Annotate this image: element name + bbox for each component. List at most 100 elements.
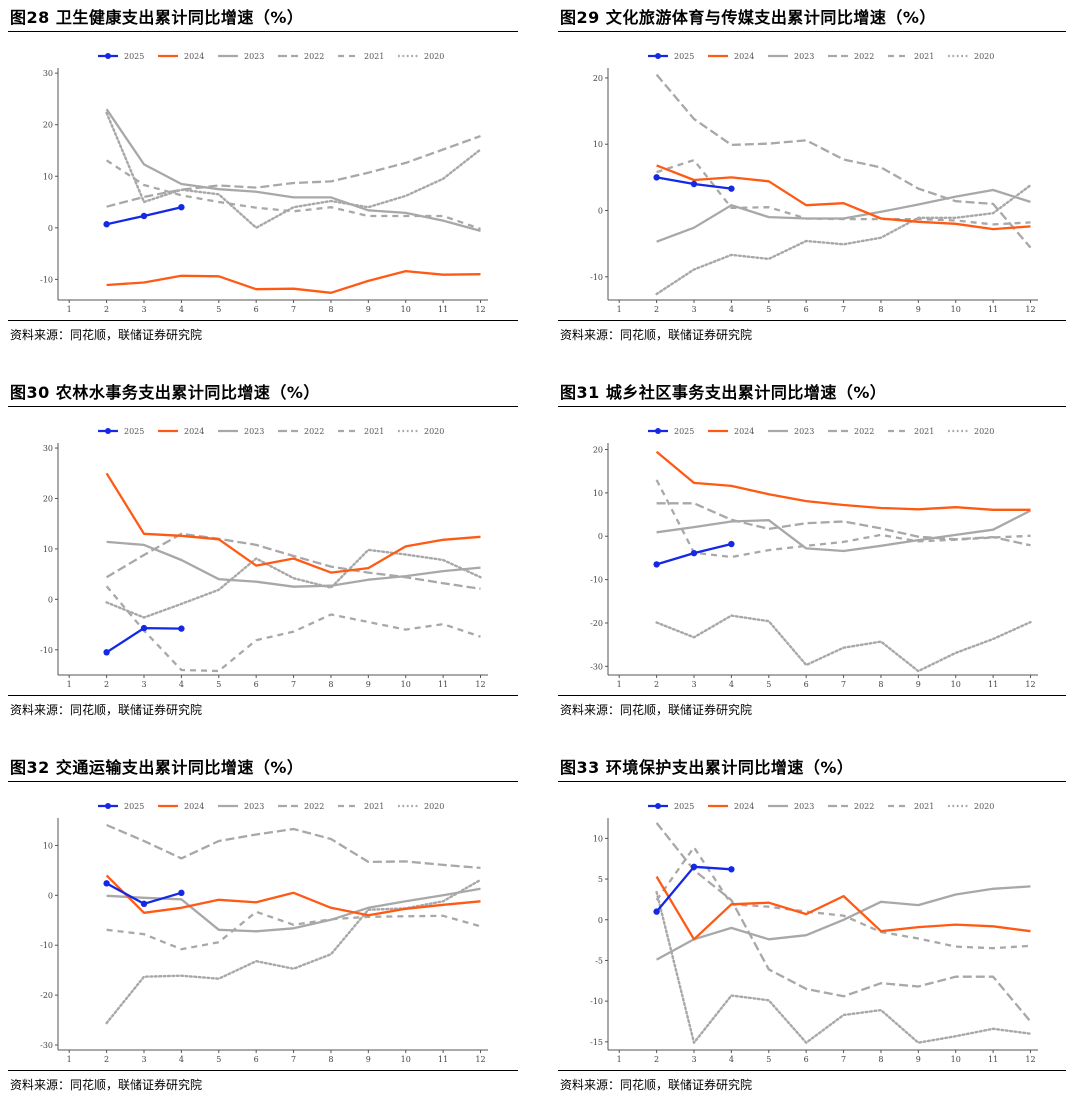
source-divider: [8, 695, 518, 696]
data-point-2025: [103, 221, 110, 228]
legend-item-2024: 2024: [158, 52, 204, 61]
source-note: 资料来源：同花顺，联储证券研究院: [560, 1078, 753, 1092]
legend-label: 2025: [674, 52, 694, 61]
x-tick-label: 5: [766, 305, 771, 314]
y-tick-label: 10: [43, 545, 53, 554]
legend-item-2022: 2022: [828, 427, 874, 436]
legend-label: 2021: [364, 427, 384, 436]
legend-label: 2020: [974, 427, 994, 436]
series-line-2021: [655, 846, 1031, 950]
legend-item-2025: 2025: [648, 802, 694, 811]
x-tick-label: 6: [804, 680, 809, 689]
legend-item-2023: 2023: [768, 802, 814, 811]
x-tick-label: 1: [617, 680, 622, 689]
source-note: 资料来源：同花顺，联储证券研究院: [10, 703, 203, 717]
x-tick-label: 10: [401, 680, 411, 689]
legend-label: 2024: [184, 427, 204, 436]
x-tick-label: 12: [1025, 1055, 1035, 1064]
data-point-2025: [690, 863, 698, 871]
legend-label: 2020: [424, 802, 444, 811]
x-tick-label: 9: [916, 1055, 921, 1064]
legend-item-2020: 2020: [948, 802, 994, 811]
legend-label: 2022: [304, 427, 324, 436]
y-tick-label: 0: [598, 532, 603, 541]
legend-item-2021: 2021: [338, 802, 384, 811]
title-divider: [558, 406, 1066, 407]
x-tick-label: 10: [951, 680, 961, 689]
data-point-2025: [178, 625, 185, 632]
y-tick-label: 20: [43, 121, 53, 130]
data-point-2025: [140, 900, 148, 908]
x-tick-label: 3: [691, 680, 696, 689]
x-tick-label: 8: [328, 680, 333, 689]
series-line-2021: [105, 159, 481, 230]
x-tick-label: 3: [141, 1055, 146, 1064]
y-tick-label: 0: [48, 224, 53, 233]
y-tick-label: -10: [40, 941, 53, 950]
x-tick-label: 7: [291, 680, 296, 689]
x-tick-label: 2: [654, 680, 659, 689]
x-tick-label: 10: [951, 1055, 961, 1064]
y-tick-label: 20: [43, 494, 53, 503]
series-line-2022: [655, 73, 1032, 249]
x-tick-label: 5: [766, 1055, 771, 1064]
data-point-2025: [140, 212, 148, 220]
legend: 2025 2024 2023 2022 2021 2020: [648, 52, 994, 61]
y-tick-label: 0: [598, 916, 603, 925]
chart-title: 图31 城乡社区事务支出累计同比增速（%）: [560, 383, 887, 402]
x-tick-label: 6: [254, 680, 259, 689]
x-tick-label: 3: [691, 305, 696, 314]
series-line-2020: [655, 184, 1032, 296]
series-line-2023: [656, 188, 1031, 243]
source-divider: [558, 695, 1066, 696]
data-point-2025: [178, 889, 185, 897]
x-tick-label: 9: [916, 305, 921, 314]
legend-marker: [105, 428, 111, 434]
legend-label: 2020: [974, 802, 994, 811]
data-point-2025: [140, 624, 148, 632]
legend-item-2020: 2020: [398, 427, 444, 436]
legend: 2025 2024 2023 2022 2021 2020: [648, 427, 994, 436]
y-tick-label: 0: [48, 891, 53, 900]
legend-marker: [105, 53, 111, 59]
x-tick-label: 8: [328, 1055, 333, 1064]
x-tick-label: 12: [1025, 305, 1035, 314]
data-point-2025: [653, 174, 660, 181]
legend-label: 2020: [974, 52, 994, 61]
y-tick-label: 30: [43, 69, 53, 78]
series-line-2023: [656, 509, 1032, 553]
y-tick-label: 10: [593, 489, 603, 498]
data-point-2025: [653, 561, 660, 568]
legend-label: 2022: [304, 52, 324, 61]
legend-item-2024: 2024: [708, 427, 754, 436]
legend-label: 2025: [124, 802, 144, 811]
legend-marker: [655, 428, 661, 434]
legend-item-2024: 2024: [158, 802, 204, 811]
data-point-2025: [728, 540, 735, 548]
series-line-2024: [655, 450, 1031, 511]
legend-label: 2022: [304, 802, 324, 811]
series-line-2020: [105, 878, 482, 1025]
x-tick-label: 9: [366, 680, 371, 689]
legend: 2025 2024 2023 2022 2021 2020: [98, 802, 444, 811]
legend-label: 2022: [854, 802, 874, 811]
x-tick-label: 4: [729, 1055, 734, 1064]
x-tick-label: 11: [988, 680, 998, 689]
legend-label: 2024: [734, 427, 754, 436]
chart-panel: 图29 文化旅游体育与传媒支出累计同比增速（%） 2025 2024 2023 202…: [558, 0, 1066, 370]
x-tick-label: 9: [366, 305, 371, 314]
source-note: 资料来源：同花顺，联储证券研究院: [10, 1078, 203, 1092]
legend: 2025 2024 2023 2022 2021 2020: [98, 52, 444, 61]
x-tick-label: 8: [878, 1055, 883, 1064]
chart-title: 图28 卫生健康支出累计同比增速（%）: [10, 8, 304, 27]
y-tick-label: 20: [593, 446, 603, 455]
x-tick-label: 10: [401, 1055, 411, 1064]
legend-item-2020: 2020: [948, 52, 994, 61]
x-tick-label: 10: [951, 305, 961, 314]
series-line-2024: [105, 874, 481, 917]
x-tick-label: 2: [104, 680, 109, 689]
legend-item-2023: 2023: [768, 52, 814, 61]
legend-item-2023: 2023: [768, 427, 814, 436]
